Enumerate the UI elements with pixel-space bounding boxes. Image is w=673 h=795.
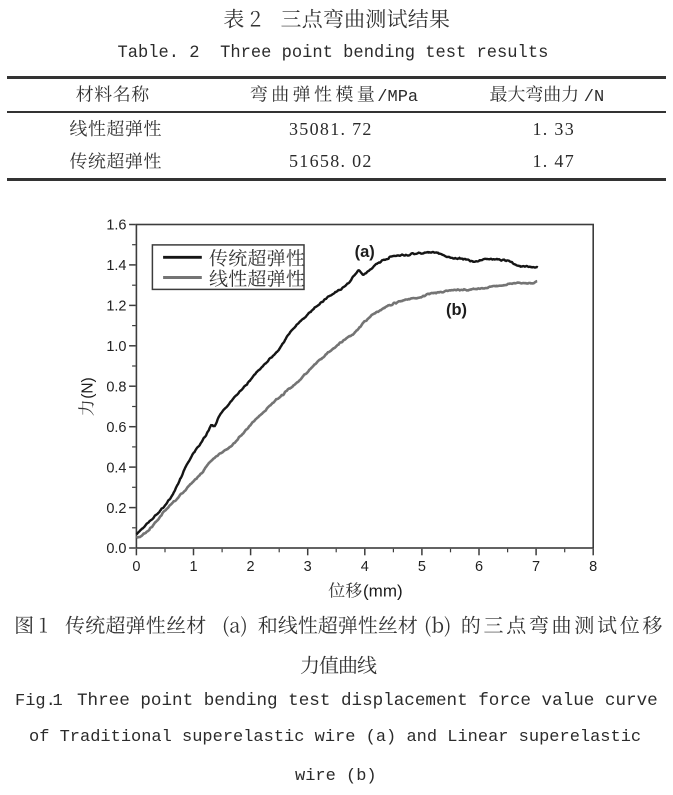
svg-text:3: 3 (304, 559, 312, 575)
svg-text:(b): (b) (446, 301, 467, 319)
svg-text:5: 5 (418, 559, 426, 575)
svg-text:0.8: 0.8 (106, 379, 126, 395)
svg-text:1.4: 1.4 (106, 258, 126, 274)
svg-text:0.6: 0.6 (106, 420, 126, 436)
svg-text:2: 2 (247, 559, 255, 575)
svg-text:(mm): (mm) (363, 582, 403, 601)
svg-text:0.2: 0.2 (106, 501, 126, 517)
svg-text:0.4: 0.4 (106, 460, 126, 476)
svg-text:1.0: 1.0 (106, 339, 126, 355)
svg-text:4: 4 (361, 559, 369, 575)
svg-text:1.2: 1.2 (106, 299, 126, 315)
svg-text:(N): (N) (80, 377, 97, 399)
svg-text:8: 8 (589, 559, 597, 575)
svg-text:(a): (a) (355, 243, 375, 261)
svg-text:1: 1 (189, 559, 197, 575)
svg-text:0: 0 (132, 559, 140, 575)
svg-text:7: 7 (532, 559, 540, 575)
svg-text:1.6: 1.6 (106, 218, 126, 234)
svg-text:6: 6 (475, 559, 483, 575)
svg-text:0.0: 0.0 (106, 541, 126, 557)
